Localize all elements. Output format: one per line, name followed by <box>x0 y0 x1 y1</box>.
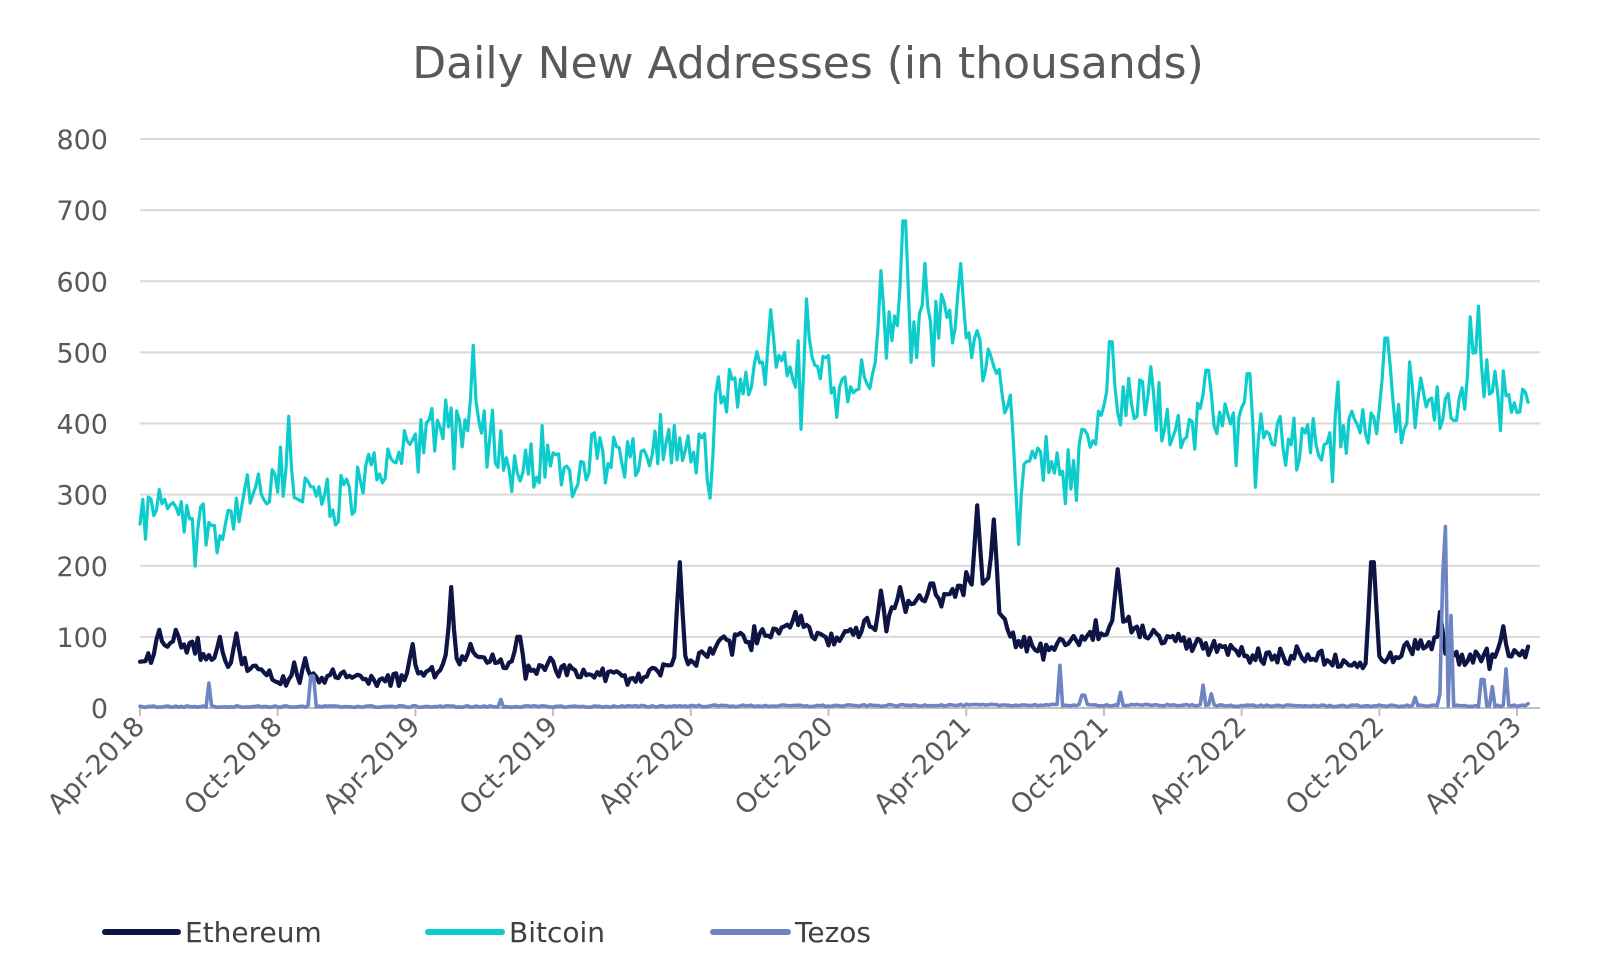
legend-label-tezos: Tezos <box>794 916 871 949</box>
legend: Ethereum Bitcoin Tezos <box>102 916 871 949</box>
gridlines <box>140 138 1540 709</box>
x-tick-label: Apr-2023 <box>1419 711 1528 820</box>
x-tick-label: Apr-2022 <box>1143 711 1252 820</box>
series-line-ethereum <box>137 503 1531 689</box>
x-tick-label: Oct-2018 <box>178 711 288 821</box>
legend-item-tezos[interactable]: Tezos <box>710 916 871 949</box>
x-tick-label: Apr-2020 <box>593 711 702 820</box>
series-lines <box>137 219 1531 710</box>
x-tick-label: Oct-2022 <box>1280 711 1390 821</box>
y-tick-label: 100 <box>56 623 108 654</box>
x-tick-label: Oct-2021 <box>1004 711 1114 821</box>
x-tick-label: Oct-2020 <box>729 711 839 821</box>
y-tick-label: 700 <box>56 196 108 227</box>
series-line-bitcoin <box>138 219 1530 568</box>
x-tick-label: Apr-2021 <box>868 711 977 820</box>
legend-item-ethereum[interactable]: Ethereum <box>102 916 322 949</box>
y-tick-label: 0 <box>91 694 108 725</box>
x-tick-label: Apr-2019 <box>317 711 426 820</box>
y-tick-label: 800 <box>56 125 108 156</box>
series-line-tezos <box>138 524 1530 710</box>
chart-title: Daily New Addresses (in thousands) <box>412 38 1203 89</box>
y-tick-label: 600 <box>56 267 108 298</box>
x-axis-ticks: Apr-2018 Oct-2018 Apr-2019 Oct-2019 Apr-2020… <box>42 708 1528 821</box>
y-tick-label: 300 <box>56 481 108 512</box>
legend-label-bitcoin: Bitcoin <box>509 916 605 949</box>
x-tick-label: Apr-2018 <box>42 711 151 820</box>
y-tick-label: 500 <box>56 338 108 369</box>
x-tick-label: Oct-2019 <box>454 711 564 821</box>
y-axis-ticks: 0 100 200 300 400 500 600 700 800 <box>56 125 108 725</box>
legend-label-ethereum: Ethereum <box>185 916 322 949</box>
y-tick-label: 400 <box>56 410 108 441</box>
legend-item-bitcoin[interactable]: Bitcoin <box>425 916 605 949</box>
y-tick-label: 200 <box>56 552 108 583</box>
